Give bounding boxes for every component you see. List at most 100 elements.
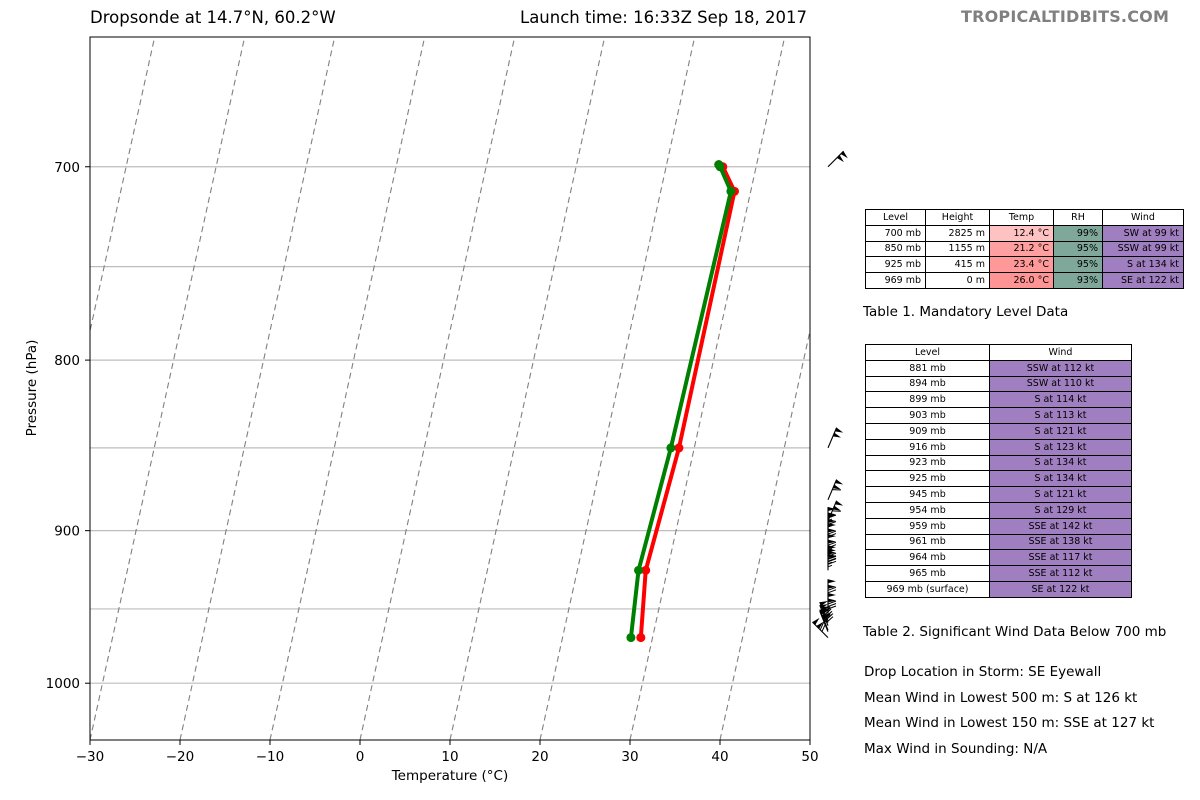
cell-level: 923 mb bbox=[865, 454, 990, 472]
y-tick-label: 700 bbox=[54, 160, 80, 176]
cell-level: 909 mb bbox=[865, 422, 990, 440]
skew-t-chart: −30 −20 −10 0 10 20 30 40 50 700 800 900 1000 Tempe… bbox=[24, 36, 848, 784]
table-row: 923 mb S at 134 kt bbox=[865, 454, 1132, 472]
cell-temp: 23.4 °C bbox=[989, 256, 1054, 274]
cell-level: 954 mb bbox=[865, 501, 990, 519]
table-row: 954 mb S at 129 kt bbox=[865, 501, 1132, 519]
y-tick-label: 900 bbox=[54, 524, 80, 540]
cell-wind: SW at 99 kt bbox=[1102, 224, 1184, 242]
cell-temp: 26.0 °C bbox=[989, 272, 1054, 289]
isotherm-line bbox=[449, 37, 606, 740]
cell-wind: SSW at 99 kt bbox=[1102, 240, 1184, 258]
isotherm-line bbox=[359, 37, 516, 740]
wind-barb bbox=[827, 427, 844, 449]
cell-level: 961 mb bbox=[865, 533, 990, 551]
header-level: Level bbox=[865, 344, 990, 361]
cell-temp: 12.4 °C bbox=[989, 224, 1054, 242]
cell-wind: S at 134 kt bbox=[989, 470, 1132, 488]
table-row: 903 mb S at 113 kt bbox=[865, 407, 1132, 424]
cell-height: 0 m bbox=[925, 272, 990, 289]
cell-level: 969 mb bbox=[865, 272, 926, 289]
cell-level: 925 mb bbox=[865, 256, 926, 274]
temperature-point bbox=[636, 633, 646, 643]
table-row: 909 mb S at 121 kt bbox=[865, 422, 1132, 440]
cell-height: 415 m bbox=[925, 256, 990, 274]
isotherm-line bbox=[269, 37, 426, 740]
x-tick-label: −30 bbox=[76, 749, 105, 765]
cell-rh: 95% bbox=[1053, 256, 1103, 274]
cell-wind: S at 113 kt bbox=[989, 407, 1132, 424]
x-tick-label: 40 bbox=[711, 749, 728, 765]
x-tick-label: −10 bbox=[256, 749, 285, 765]
cell-wind: S at 121 kt bbox=[989, 422, 1132, 440]
wind-barb bbox=[827, 579, 837, 602]
cell-wind: SSE at 117 kt bbox=[989, 549, 1132, 567]
table-row: 850 mb 1155 m 21.2 °C 95% SSW at 99 kt bbox=[865, 240, 1184, 258]
cell-level: 700 mb bbox=[865, 224, 926, 242]
table2-caption: Table 2. Significant Wind Data Below 700… bbox=[863, 624, 1167, 640]
mean-wind-150-note: Mean Wind in Lowest 150 m: SSE at 127 kt bbox=[864, 715, 1155, 731]
cell-wind: S at 121 kt bbox=[989, 486, 1132, 503]
y-axis: 700 800 900 1000 bbox=[46, 160, 90, 692]
brand-watermark[interactable]: TROPICALTIDBITS.COM bbox=[961, 7, 1170, 26]
table-row: 961 mb SSE at 138 kt bbox=[865, 533, 1132, 551]
cell-wind: S at 114 kt bbox=[989, 391, 1132, 409]
isotherm-line bbox=[90, 37, 246, 740]
y-tick-label: 800 bbox=[54, 353, 80, 369]
x-axis: −30 −20 −10 0 10 20 30 40 50 bbox=[76, 740, 819, 765]
mean-wind-500-note: Mean Wind in Lowest 500 m: S at 126 kt bbox=[864, 690, 1138, 706]
cell-wind: S at 129 kt bbox=[989, 501, 1132, 519]
chart-title-location: Dropsonde at 14.7°N, 60.2°W bbox=[90, 8, 336, 27]
table-row: 945 mb S at 121 kt bbox=[865, 486, 1132, 503]
x-tick-label: 50 bbox=[801, 749, 818, 765]
isotherm-line bbox=[629, 37, 786, 740]
cell-wind: SSW at 110 kt bbox=[989, 375, 1132, 393]
cell-wind: S at 134 kt bbox=[1102, 256, 1184, 274]
cell-wind: SSE at 142 kt bbox=[989, 517, 1132, 535]
table-row: 925 mb S at 134 kt bbox=[865, 470, 1132, 488]
cell-level: 903 mb bbox=[865, 407, 990, 424]
table-row: 881 mb SSW at 112 kt bbox=[865, 359, 1132, 377]
dewpoint-point bbox=[666, 443, 676, 453]
wind-barb bbox=[827, 479, 844, 500]
x-tick-label: 0 bbox=[356, 749, 365, 765]
cell-wind: SSW at 112 kt bbox=[989, 359, 1132, 377]
cell-level: 965 mb bbox=[865, 565, 990, 582]
y-tick-label: 1000 bbox=[46, 676, 80, 692]
cell-temp: 21.2 °C bbox=[989, 240, 1054, 258]
x-tick-label: 20 bbox=[531, 749, 548, 765]
cell-wind: S at 123 kt bbox=[989, 438, 1132, 456]
cell-level: 899 mb bbox=[865, 391, 990, 409]
isotherm-line bbox=[539, 37, 696, 740]
wind-barb bbox=[819, 610, 831, 632]
isotherm-line bbox=[179, 37, 336, 740]
cell-level: 916 mb bbox=[865, 438, 990, 456]
x-tick-label: −20 bbox=[166, 749, 195, 765]
isotherm-line bbox=[809, 737, 810, 740]
table-header-row: Level Height Temp RH Wind bbox=[865, 209, 1184, 226]
header-temp: Temp bbox=[989, 209, 1054, 226]
cell-level: 881 mb bbox=[865, 359, 990, 377]
header-wind: Wind bbox=[989, 344, 1132, 361]
cell-height: 2825 m bbox=[925, 224, 990, 242]
chart-title-launch-time: Launch time: 16:33Z Sep 18, 2017 bbox=[520, 8, 807, 27]
cell-level: 925 mb bbox=[865, 470, 990, 488]
skewed-isotherms bbox=[90, 37, 810, 740]
temperature-point bbox=[641, 565, 651, 575]
x-tick-label: 30 bbox=[621, 749, 638, 765]
pressure-gridlines bbox=[90, 166, 810, 684]
cell-rh: 95% bbox=[1053, 240, 1103, 258]
drop-location-note: Drop Location in Storm: SE Eyewall bbox=[864, 664, 1102, 680]
wind-barb bbox=[827, 548, 837, 571]
cell-rh: 93% bbox=[1053, 272, 1103, 289]
x-axis-label: Temperature (°C) bbox=[391, 768, 509, 784]
dewpoint-point bbox=[634, 565, 644, 575]
x-tick-label: 10 bbox=[441, 749, 458, 765]
table-row: 969 mb (surface) SE at 122 kt bbox=[865, 580, 1132, 598]
table-row: 899 mb S at 114 kt bbox=[865, 391, 1132, 409]
table-row: 964 mb SSE at 117 kt bbox=[865, 549, 1132, 567]
header-height: Height bbox=[925, 209, 990, 226]
wind-barb bbox=[812, 617, 829, 639]
mandatory-level-table: Level Height Temp RH Wind 700 mb 2825 m 12… bbox=[865, 209, 1184, 289]
temperature-point bbox=[674, 443, 684, 453]
